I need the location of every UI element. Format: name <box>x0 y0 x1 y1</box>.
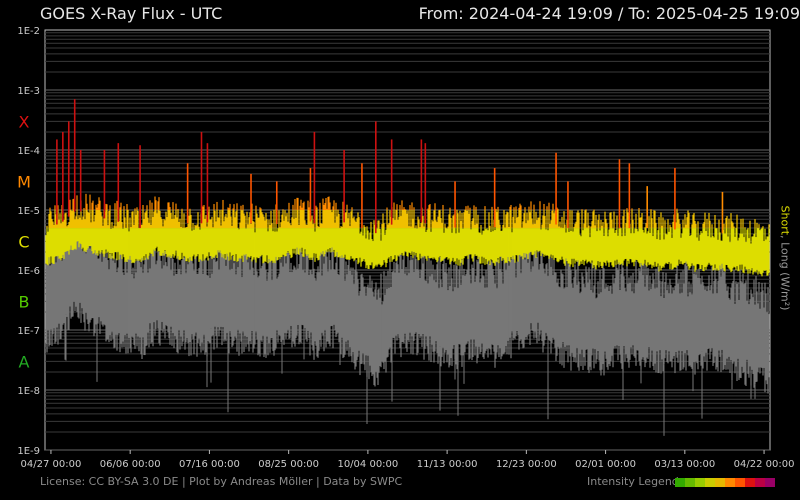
y-axis-label-sep: , <box>778 235 792 243</box>
x-tick-label: 02/01 00:00 <box>575 459 636 470</box>
x-tick-labels: 04/27 00:00 06/06 00:00 07/16 00:00 08/25 0… <box>21 459 795 470</box>
y-tick-label: 1E-2 <box>17 26 40 37</box>
series-long <box>45 99 770 277</box>
x-tick-label: 12/23 00:00 <box>496 459 557 470</box>
y-axis-label-long: Long (W/m²) <box>778 242 792 311</box>
time-range: From: 2024-04-24 19:09 / To: 2025-04-25 … <box>418 4 800 23</box>
x-tick-label: 04/27 00:00 <box>21 459 82 470</box>
series-layer <box>45 99 770 436</box>
x-tick-label: 04/22 00:00 <box>734 459 795 470</box>
flare-class-labels: A B C M X <box>17 112 31 371</box>
x-tick-label: 06/06 00:00 <box>100 459 161 470</box>
legend-swatch <box>675 478 685 487</box>
y-axis-label-short: Short <box>778 205 792 236</box>
flare-class-label: X <box>19 112 30 131</box>
y-tick-label: 1E-8 <box>17 386 40 397</box>
y-tick-labels: 1E-9 1E-8 1E-7 1E-6 1E-5 1E-4 1E-3 1E-2 <box>17 26 40 457</box>
legend-swatch <box>735 478 745 487</box>
flare-class-label: C <box>18 232 29 251</box>
y-tick-label: 1E-6 <box>17 266 40 277</box>
x-tick-label: 07/16 00:00 <box>179 459 240 470</box>
x-tick-label: 11/13 00:00 <box>417 459 478 470</box>
legend-swatch <box>755 478 765 487</box>
y-tick-label: 1E-7 <box>17 326 40 337</box>
flare-class-label: M <box>17 172 31 191</box>
series-short <box>45 231 770 436</box>
x-tick-label: 10/04 00:00 <box>337 459 398 470</box>
legend-swatch <box>685 478 695 487</box>
legend-swatch <box>745 478 755 487</box>
intensity-legend-label: Intensity Legend <box>587 475 679 488</box>
flare-class-label: B <box>19 292 30 311</box>
y-tick-label: 1E-9 <box>17 446 40 457</box>
y-tick-label: 1E-4 <box>17 146 40 157</box>
y-axis-label: Short, Long (W/m²) <box>779 206 792 311</box>
x-tick-label: 08/25 00:00 <box>258 459 319 470</box>
legend-swatch <box>765 478 775 487</box>
legend-swatch <box>715 478 725 487</box>
intensity-legend-bar <box>675 478 775 487</box>
legend-swatch <box>705 478 715 487</box>
y-tick-label: 1E-3 <box>17 86 40 97</box>
license-text: License: CC BY-SA 3.0 DE | Plot by Andre… <box>40 475 403 488</box>
y-tick-label: 1E-5 <box>17 206 40 217</box>
legend-swatch <box>725 478 735 487</box>
flare-class-label: A <box>19 352 30 371</box>
legend-swatch <box>695 478 705 487</box>
chart-title: GOES X-Ray Flux - UTC <box>40 4 223 23</box>
x-tick-label: 03/13 00:00 <box>654 459 715 470</box>
